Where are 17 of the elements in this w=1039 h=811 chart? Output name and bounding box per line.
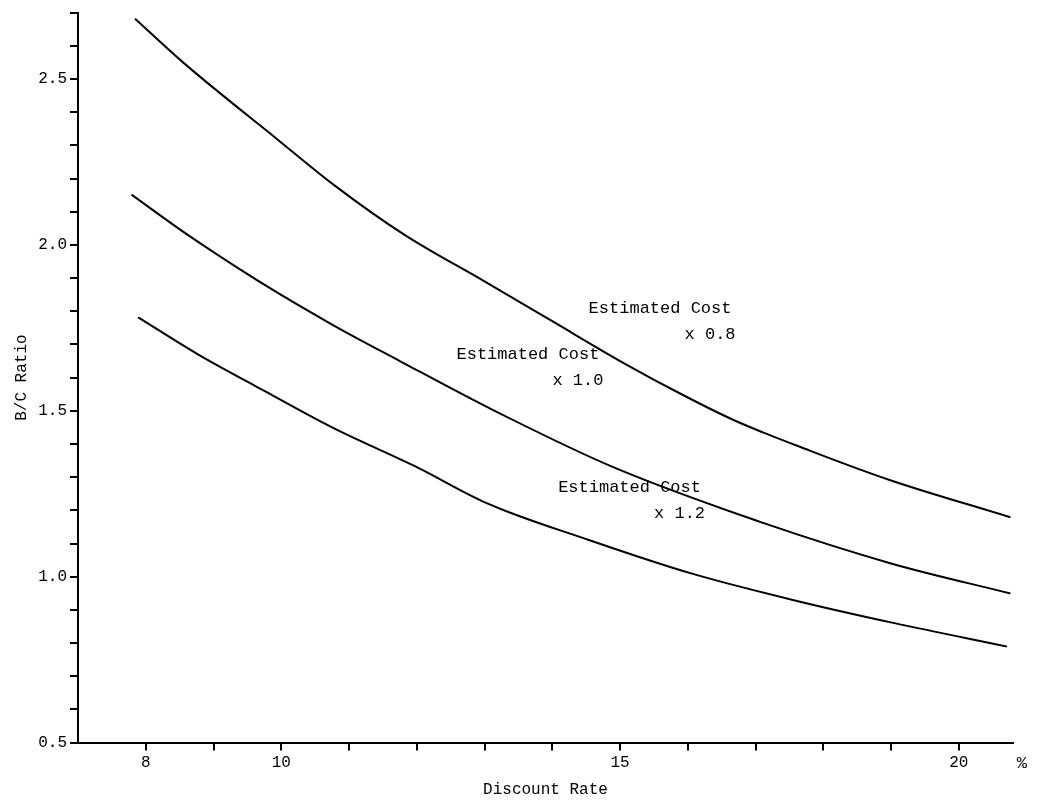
x-tick-label: 20	[949, 754, 969, 773]
line-series	[131, 194, 1011, 595]
x-tick-label: 10	[271, 754, 291, 773]
line-series	[137, 316, 1008, 648]
series-label: Estimated Cost x 1.0	[456, 345, 604, 391]
x-axis-title: Discount Rate	[483, 780, 608, 799]
y-tick-label: 1.0	[38, 567, 67, 586]
line-series	[134, 18, 1011, 518]
y-tick-label: 1.5	[38, 402, 67, 421]
series-label: Estimated Cost x 0.8	[588, 299, 736, 345]
text: %	[1016, 753, 1028, 773]
y-tick-label: 2.0	[38, 236, 67, 255]
x-tick-label: 8	[140, 754, 151, 773]
x-tick-label: 15	[610, 754, 630, 773]
y-tick-label: 2.5	[38, 70, 67, 89]
y-tick-label: 0.5	[38, 733, 67, 752]
y-axis-title: B/C Ratio	[12, 334, 31, 421]
